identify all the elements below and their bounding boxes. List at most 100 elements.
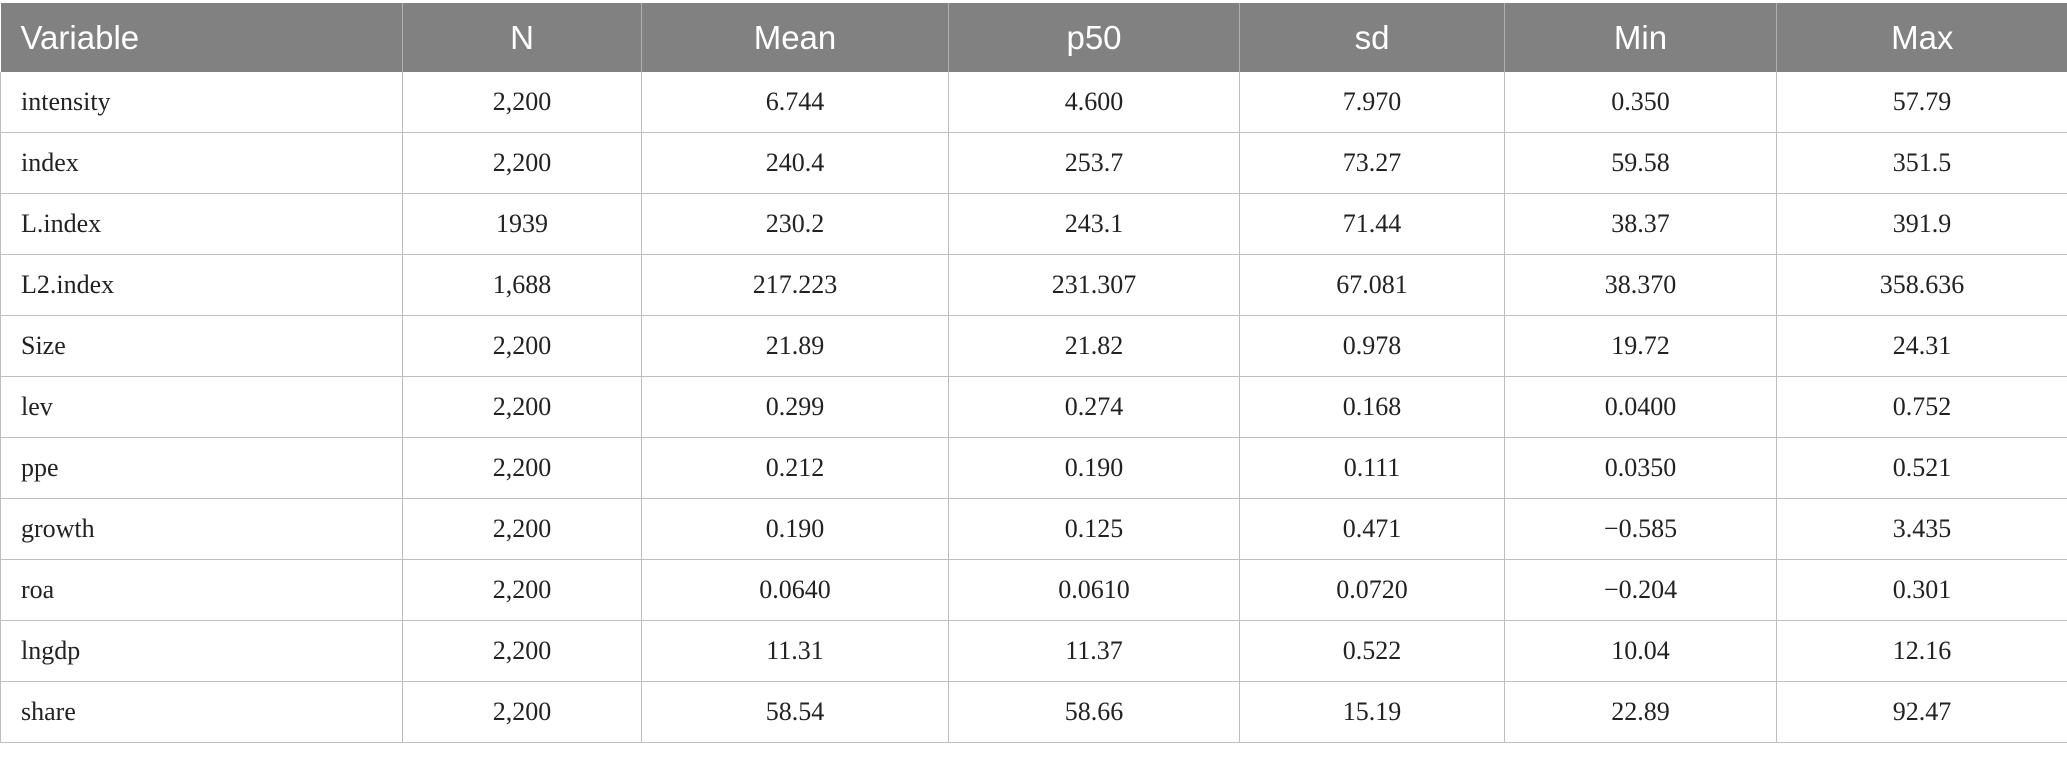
cell-mean: 0.299 xyxy=(641,376,949,438)
cell-min: 22.89 xyxy=(1504,681,1777,743)
cell-max: 24.31 xyxy=(1776,315,2067,377)
table-row: Size 2,200 21.89 21.82 0.978 19.72 24.31 xyxy=(0,315,2067,377)
cell-mean: 0.212 xyxy=(641,437,949,499)
header-sd: sd xyxy=(1239,3,1505,72)
cell-variable: growth xyxy=(0,498,403,560)
cell-min: 0.350 xyxy=(1504,72,1777,133)
cell-p50: 4.600 xyxy=(948,72,1240,133)
cell-variable: share xyxy=(0,681,403,743)
cell-sd: 7.970 xyxy=(1239,72,1505,133)
table-row: L.index 1939 230.2 243.1 71.44 38.37 391.9 xyxy=(0,193,2067,255)
table-header: Variable N Mean p50 sd Min Max xyxy=(0,3,2067,72)
table-row: roa 2,200 0.0640 0.0610 0.0720 −0.204 0.301 xyxy=(0,559,2067,621)
cell-max: 12.16 xyxy=(1776,620,2067,682)
cell-variable: intensity xyxy=(0,72,403,133)
cell-min: 59.58 xyxy=(1504,132,1777,194)
table-row: share 2,200 58.54 58.66 15.19 22.89 92.47 xyxy=(0,681,2067,743)
cell-p50: 0.125 xyxy=(948,498,1240,560)
header-p50: p50 xyxy=(948,3,1240,72)
cell-sd: 0.522 xyxy=(1239,620,1505,682)
cell-mean: 6.744 xyxy=(641,72,949,133)
cell-min: 19.72 xyxy=(1504,315,1777,377)
cell-variable: ppe xyxy=(0,437,403,499)
cell-p50: 11.37 xyxy=(948,620,1240,682)
cell-variable: lngdp xyxy=(0,620,403,682)
cell-sd: 0.0720 xyxy=(1239,559,1505,621)
table-row: intensity 2,200 6.744 4.600 7.970 0.350 57.79 xyxy=(0,72,2067,133)
cell-sd: 15.19 xyxy=(1239,681,1505,743)
cell-max: 0.752 xyxy=(1776,376,2067,438)
cell-sd: 71.44 xyxy=(1239,193,1505,255)
cell-mean: 11.31 xyxy=(641,620,949,682)
cell-mean: 0.0640 xyxy=(641,559,949,621)
cell-n: 2,200 xyxy=(402,315,642,377)
header-n: N xyxy=(402,3,642,72)
cell-min: −0.585 xyxy=(1504,498,1777,560)
cell-max: 57.79 xyxy=(1776,72,2067,133)
header-min: Min xyxy=(1504,3,1777,72)
cell-mean: 230.2 xyxy=(641,193,949,255)
cell-sd: 0.471 xyxy=(1239,498,1505,560)
cell-n: 2,200 xyxy=(402,437,642,499)
cell-sd: 0.978 xyxy=(1239,315,1505,377)
cell-max: 0.521 xyxy=(1776,437,2067,499)
cell-sd: 0.111 xyxy=(1239,437,1505,499)
cell-min: −0.204 xyxy=(1504,559,1777,621)
cell-mean: 58.54 xyxy=(641,681,949,743)
cell-max: 3.435 xyxy=(1776,498,2067,560)
table-row: L2.index 1,688 217.223 231.307 67.081 38.370 3… xyxy=(0,254,2067,316)
header-mean: Mean xyxy=(641,3,949,72)
cell-p50: 253.7 xyxy=(948,132,1240,194)
cell-variable: lev xyxy=(0,376,403,438)
cell-variable: Size xyxy=(0,315,403,377)
cell-p50: 21.82 xyxy=(948,315,1240,377)
cell-max: 0.301 xyxy=(1776,559,2067,621)
cell-max: 358.636 xyxy=(1776,254,2067,316)
header-max: Max xyxy=(1776,3,2067,72)
cell-sd: 67.081 xyxy=(1239,254,1505,316)
table-container: Variable N Mean p50 sd Min Max intensity… xyxy=(0,3,2067,743)
cell-min: 38.37 xyxy=(1504,193,1777,255)
cell-n: 2,200 xyxy=(402,620,642,682)
table-row: lngdp 2,200 11.31 11.37 0.522 10.04 12.16 xyxy=(0,620,2067,682)
cell-max: 92.47 xyxy=(1776,681,2067,743)
cell-n: 2,200 xyxy=(402,376,642,438)
summary-statistics-table: Variable N Mean p50 sd Min Max intensity… xyxy=(0,3,2067,743)
cell-mean: 240.4 xyxy=(641,132,949,194)
cell-variable: L2.index xyxy=(0,254,403,316)
header-row: Variable N Mean p50 sd Min Max xyxy=(0,3,2067,72)
table-body: intensity 2,200 6.744 4.600 7.970 0.350 57.79 i… xyxy=(0,72,2067,743)
cell-n: 1939 xyxy=(402,193,642,255)
table-row: index 2,200 240.4 253.7 73.27 59.58 351.5 xyxy=(0,132,2067,194)
header-variable: Variable xyxy=(0,3,403,72)
cell-max: 391.9 xyxy=(1776,193,2067,255)
cell-variable: L.index xyxy=(0,193,403,255)
cell-mean: 0.190 xyxy=(641,498,949,560)
cell-n: 1,688 xyxy=(402,254,642,316)
cell-p50: 0.274 xyxy=(948,376,1240,438)
cell-n: 2,200 xyxy=(402,132,642,194)
table-row: ppe 2,200 0.212 0.190 0.111 0.0350 0.521 xyxy=(0,437,2067,499)
cell-sd: 0.168 xyxy=(1239,376,1505,438)
cell-variable: roa xyxy=(0,559,403,621)
table-row: lev 2,200 0.299 0.274 0.168 0.0400 0.752 xyxy=(0,376,2067,438)
cell-p50: 231.307 xyxy=(948,254,1240,316)
cell-min: 38.370 xyxy=(1504,254,1777,316)
cell-max: 351.5 xyxy=(1776,132,2067,194)
cell-min: 0.0350 xyxy=(1504,437,1777,499)
cell-n: 2,200 xyxy=(402,559,642,621)
cell-sd: 73.27 xyxy=(1239,132,1505,194)
cell-mean: 217.223 xyxy=(641,254,949,316)
cell-mean: 21.89 xyxy=(641,315,949,377)
cell-p50: 0.0610 xyxy=(948,559,1240,621)
cell-n: 2,200 xyxy=(402,498,642,560)
cell-variable: index xyxy=(0,132,403,194)
cell-p50: 58.66 xyxy=(948,681,1240,743)
cell-min: 0.0400 xyxy=(1504,376,1777,438)
cell-n: 2,200 xyxy=(402,681,642,743)
cell-p50: 0.190 xyxy=(948,437,1240,499)
cell-min: 10.04 xyxy=(1504,620,1777,682)
cell-p50: 243.1 xyxy=(948,193,1240,255)
cell-n: 2,200 xyxy=(402,72,642,133)
table-row: growth 2,200 0.190 0.125 0.471 −0.585 3.435 xyxy=(0,498,2067,560)
